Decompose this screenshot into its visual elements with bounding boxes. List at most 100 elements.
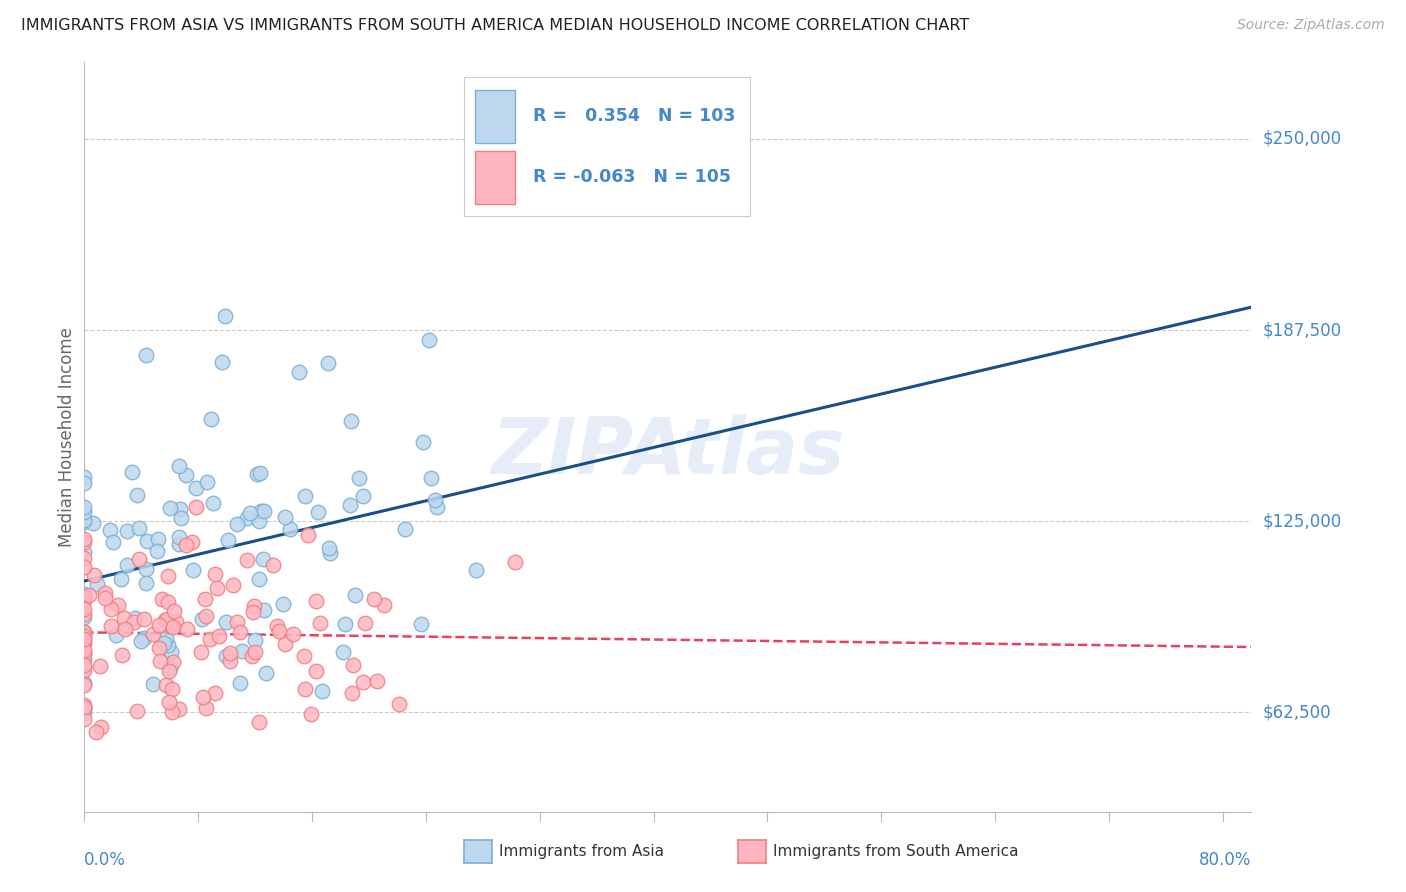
Text: IMMIGRANTS FROM ASIA VS IMMIGRANTS FROM SOUTH AMERICA MEDIAN HOUSEHOLD INCOME CO: IMMIGRANTS FROM ASIA VS IMMIGRANTS FROM …: [21, 18, 969, 33]
Point: [73, 607, 96, 621]
Point: [73, 500, 96, 515]
Point: [135, 348, 157, 362]
Point: [344, 589, 367, 603]
Point: [73, 587, 96, 601]
Point: [157, 639, 180, 653]
Point: [195, 609, 218, 624]
Text: R = -0.063   N = 105: R = -0.063 N = 105: [533, 169, 731, 186]
Point: [105, 628, 128, 642]
Text: R =   0.354   N = 103: R = 0.354 N = 103: [533, 107, 735, 125]
Point: [112, 610, 135, 624]
Point: [267, 624, 290, 639]
Point: [110, 572, 132, 586]
Point: [142, 676, 165, 690]
Point: [426, 500, 449, 514]
Point: [167, 702, 190, 716]
Point: [152, 636, 174, 650]
Point: [160, 682, 183, 697]
Point: [318, 546, 340, 560]
Point: [394, 522, 416, 536]
Point: [100, 601, 122, 615]
Point: [73, 590, 96, 604]
Point: [73, 658, 96, 673]
Point: [167, 459, 190, 474]
Point: [340, 686, 363, 700]
Text: $62,500: $62,500: [1263, 703, 1331, 722]
Point: [73, 559, 96, 574]
Point: [73, 676, 96, 690]
Point: [274, 637, 297, 651]
Point: [225, 516, 247, 531]
Point: [73, 701, 96, 715]
Point: [242, 605, 264, 619]
Point: [125, 705, 148, 719]
Point: [152, 592, 174, 607]
Y-axis label: Median Household Income: Median Household Income: [58, 327, 76, 547]
Point: [115, 524, 138, 538]
Point: [155, 678, 177, 692]
Point: [142, 627, 165, 641]
Point: [204, 567, 226, 582]
Point: [77, 589, 100, 603]
Point: [89, 659, 111, 673]
Point: [243, 599, 266, 614]
Point: [333, 616, 356, 631]
FancyBboxPatch shape: [464, 78, 749, 216]
Point: [159, 661, 181, 675]
Point: [226, 615, 249, 629]
Point: [243, 644, 266, 658]
Point: [148, 617, 170, 632]
Point: [73, 647, 96, 661]
Point: [236, 553, 259, 567]
Point: [170, 510, 193, 524]
Point: [347, 470, 370, 484]
Point: [145, 544, 167, 558]
FancyBboxPatch shape: [475, 90, 516, 143]
Point: [271, 598, 294, 612]
Text: ZIPAtlas: ZIPAtlas: [491, 414, 845, 490]
Point: [309, 616, 332, 631]
Point: [73, 698, 96, 712]
Point: [181, 534, 204, 549]
Point: [73, 712, 96, 726]
Point: [159, 619, 181, 633]
Point: [73, 678, 96, 692]
Point: [111, 648, 134, 663]
Point: [73, 700, 96, 714]
Point: [215, 648, 238, 663]
Point: [146, 532, 169, 546]
Point: [297, 528, 319, 542]
Point: [253, 603, 276, 617]
Point: [160, 645, 183, 659]
Point: [420, 471, 443, 485]
Point: [366, 673, 388, 688]
Point: [73, 629, 96, 643]
Point: [354, 615, 377, 630]
Point: [157, 569, 180, 583]
Point: [184, 482, 207, 496]
Point: [211, 354, 233, 368]
Point: [93, 586, 115, 600]
Point: [194, 701, 217, 715]
Point: [311, 684, 333, 698]
Point: [240, 648, 263, 663]
Point: [94, 591, 117, 605]
Point: [342, 657, 364, 672]
Point: [465, 564, 488, 578]
Point: [135, 576, 157, 591]
Point: [165, 615, 187, 630]
Point: [195, 475, 218, 489]
Point: [247, 714, 270, 729]
Point: [73, 601, 96, 615]
Text: $250,000: $250,000: [1263, 130, 1341, 148]
Point: [214, 309, 236, 323]
Point: [128, 551, 150, 566]
Point: [409, 617, 432, 632]
Point: [217, 533, 239, 547]
Point: [214, 615, 236, 630]
Point: [73, 550, 96, 565]
Point: [174, 468, 197, 483]
Point: [73, 533, 96, 547]
Point: [73, 513, 96, 527]
Point: [122, 615, 145, 629]
